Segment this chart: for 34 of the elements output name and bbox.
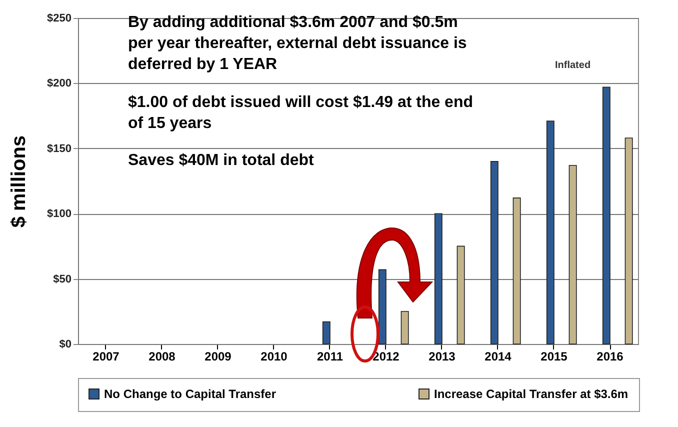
y-tick-label: $100 [47, 208, 72, 220]
annotation: Saves $40M in total debt [128, 151, 315, 171]
bar [456, 246, 465, 344]
bar [512, 198, 521, 344]
legend-label: No Change to Capital Transfer [104, 387, 276, 401]
bar [322, 321, 330, 344]
x-tick-label: 2014 [484, 350, 512, 364]
y-tick-label: $50 [53, 273, 72, 286]
bar [546, 120, 554, 344]
x-tick-label: 2012 [372, 350, 400, 364]
annotation: Inflated [555, 60, 592, 72]
x-tick-label: 2009 [204, 350, 232, 364]
bar [568, 164, 577, 344]
y-tick-label: $250 [47, 12, 72, 24]
y-tick-label: $200 [47, 78, 72, 90]
bar [400, 311, 409, 344]
bar [434, 213, 442, 344]
x-tick-label: 2007 [92, 350, 120, 364]
bar [490, 161, 498, 344]
y-tick-label: $0 [59, 338, 72, 350]
x-tick-label: 2015 [540, 350, 568, 364]
bar [602, 86, 610, 344]
x-tick-label: 2013 [428, 350, 456, 364]
x-tick-label: 2010 [260, 350, 288, 364]
y-tick-label: $150 [47, 142, 72, 155]
bar [624, 138, 633, 344]
x-tick-label: 2008 [148, 350, 176, 364]
x-tick-label: 2016 [596, 350, 624, 364]
legend-label: Increase Capital Transfer at $3.6m [434, 387, 628, 401]
x-tick-label: 2011 [316, 350, 344, 364]
annotation: $1.00 of debt issued will cost $1.49 at the end of 15 years [128, 93, 474, 134]
annotation: By adding additional $3.6m 2007 and $0.5m per year thereafter, external debt issuance is deferred by 1 YEAR [128, 13, 468, 75]
y-axis-title: $ millions [8, 135, 30, 228]
bar [378, 269, 386, 344]
